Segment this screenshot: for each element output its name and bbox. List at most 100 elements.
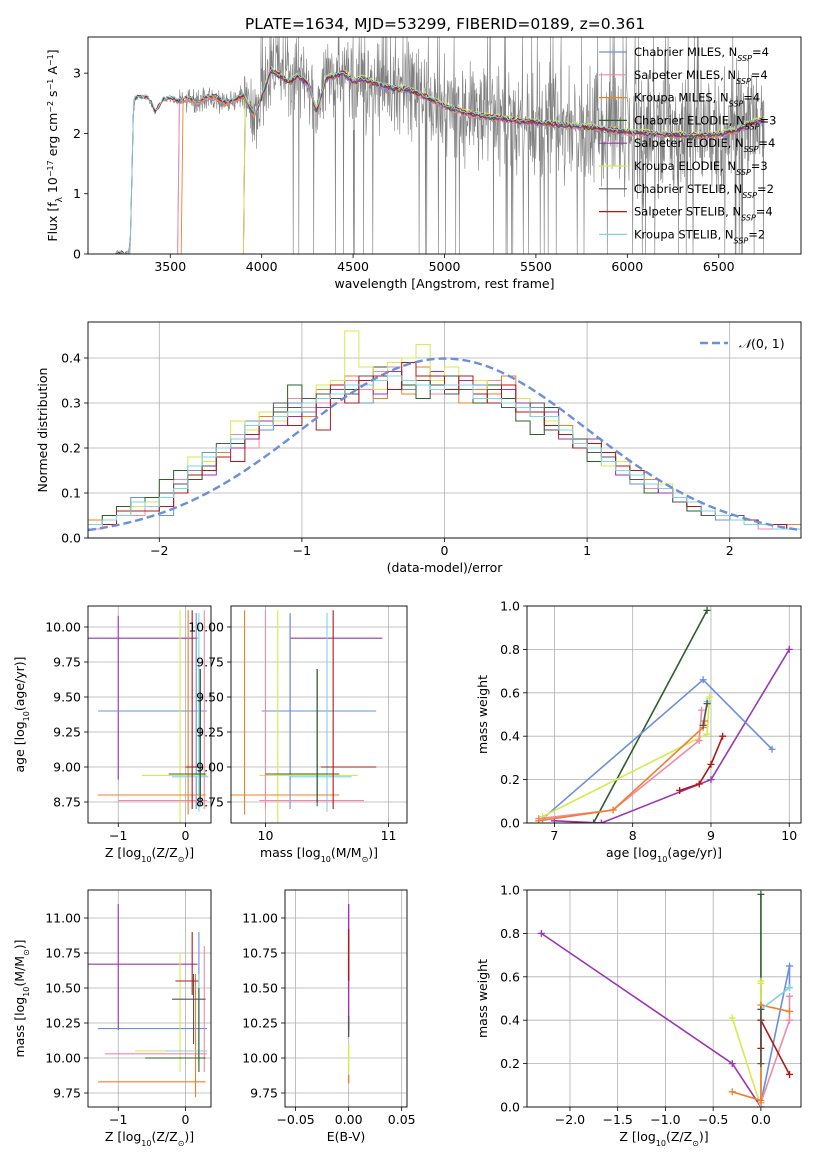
point-marker-kroupa_miles [757,1096,765,1104]
x-axis-label: (data-model)/error [387,560,504,575]
point-marker-chabrier_elodie [703,606,711,614]
x-axis-label: Z [log10(Z/Z⊙)] [619,1129,708,1148]
point-marker-chabrier_miles [786,962,794,970]
y-tick-label: 1.0 [500,599,520,614]
x-tick-label: 4000 [246,259,278,274]
y-tick-label: 10.00 [45,1051,81,1066]
point-marker-salpeter_elodie [707,776,715,784]
point-marker-chabrier_stelib [699,721,707,729]
x-tick-label: −1.0 [650,1112,680,1127]
x-tick-label: −1.5 [603,1112,633,1127]
y-tick-label: 11.00 [242,911,278,926]
x-axis-label: wavelength [Angstrom, rest frame] [334,276,554,291]
y-tick-label: 9.50 [53,690,81,705]
plot-area-residuals [88,330,801,532]
y-tick-label: 0.8 [500,642,520,657]
point-marker-salpeter_miles [698,706,706,714]
axes-mass_vs_ebv: −0.05 0.00 0.05 9.75 10.00 10.25 10.50 10.75 11.… [242,889,416,1144]
y-tick-label: 9.00 [53,760,81,775]
legend-label: Kroupa MILES, NSSP=4 [634,91,760,109]
y-tick-label: 10.00 [242,1051,278,1066]
point-marker-chabrier_stelib [757,1060,765,1068]
y-tick-label: 8.75 [53,795,81,810]
y-axis-label: age [log10(age/yr)] [12,656,31,772]
point-marker-salpeter_stelib [707,760,715,768]
x-tick-label: 4500 [337,259,369,274]
x-tick-label: 8 [629,828,637,843]
axes-age_vs_Z: −1 0 8.75 9.00 9.25 9.50 9.75 10.00 Z [log10(Z/Z… [12,605,212,864]
legend-label: Salpeter MILES, NSSP=4 [634,68,768,86]
y-tick-label: 9.75 [53,1086,81,1101]
x-tick-label: 6000 [611,259,643,274]
point-marker-chabrier_stelib [703,700,711,708]
weight-line-salpeter_miles [538,710,703,820]
y-tick-label: 10.75 [242,946,278,961]
y-tick-label: 11.00 [45,911,81,926]
legend-label: Chabrier STELIB, NSSP=2 [634,182,774,200]
y-tick-label: 10.25 [45,1016,81,1031]
y-tick-label: 8.75 [196,795,224,810]
legend-label: Chabrier MILES, NSSP=4 [634,45,769,63]
weight-line-kroupa_elodie [731,981,762,1107]
x-tick-label: 0 [181,1112,189,1127]
x-tick-label: 0.00 [335,1112,363,1127]
histogram-kroupa_stelib [88,375,801,530]
x-axis-label: mass [log10(M/M⊙)] [260,845,378,864]
x-tick-label: −1 [109,828,127,843]
y-tick-label: 0.0 [500,1100,520,1115]
point-marker-chabrier_elodie [590,819,598,823]
point-marker-salpeter_stelib [786,1070,794,1078]
axes-frame [526,605,802,824]
y-tick-label: 9.25 [196,725,224,740]
y-tick-label: 0.0 [500,816,520,831]
y-tick-label: 0.2 [500,1056,520,1071]
x-tick-label: 0.05 [388,1112,416,1127]
normal-curve [88,357,801,532]
point-marker-salpeter_elodie [785,645,793,653]
x-tick-label: 6500 [703,259,735,274]
axes-frame [87,321,802,539]
plot-area-age_vs_mass [231,610,383,823]
weight-line-chabrier_stelib [702,703,708,726]
legend-label: 𝒩(0, 1) [739,336,785,351]
point-marker-kroupa_stelib [786,984,794,992]
weight-line-salpeter_stelib [679,735,724,792]
axes-frame [284,889,408,1108]
y-tick-label: 9.75 [196,655,224,670]
y-tick-label: 9.75 [53,655,81,670]
y-tick-label: 0.8 [500,926,520,941]
y-tick-label: 10.50 [45,981,81,996]
figure-title: PLATE=1634, MJD=53299, FIBERID=0189, z=0… [245,15,645,33]
x-tick-label: 0 [441,543,449,558]
axes-frame [87,605,212,824]
x-tick-label: 9 [707,828,715,843]
point-marker-kroupa_elodie [705,693,713,701]
x-tick-label: 1 [583,543,591,558]
y-tick-label: 0 [73,247,81,262]
plot-area-age_vs_Z [88,610,209,823]
point-marker-kroupa_elodie [703,730,711,738]
x-tick-label: −0.5 [698,1112,728,1127]
weight-line-salpeter_elodie [554,648,790,823]
x-tick-label: −1 [293,543,311,558]
y-axis-label: Flux [fλ 10−17 erg cm−2 s−1 A−1] [45,49,65,241]
legend-label: Kroupa STELIB, NSSP=2 [634,227,765,245]
y-tick-label: 0.6 [500,969,520,984]
spectrum-data-line [115,37,765,254]
y-tick-label: 2 [73,126,81,141]
point-marker-kroupa_elodie [728,1014,736,1022]
y-tick-label: 0.2 [61,441,81,456]
x-tick-label: −2 [150,543,168,558]
y-axis-label: mass weight [475,959,490,1038]
x-tick-label: 11 [381,828,397,843]
point-marker-salpeter_stelib [719,732,727,740]
weight-line-kroupa_stelib [760,986,790,1011]
point-marker-salpeter_elodie [537,929,545,937]
y-axis-label: mass weight [475,675,490,754]
model-line-chabrier_miles [177,71,765,254]
y-tick-label: 10.25 [242,1016,278,1031]
weight-line-salpeter_miles [760,996,791,1103]
point-marker-salpeter_stelib [695,780,703,788]
x-axis-label: E(B-V) [327,1129,366,1144]
